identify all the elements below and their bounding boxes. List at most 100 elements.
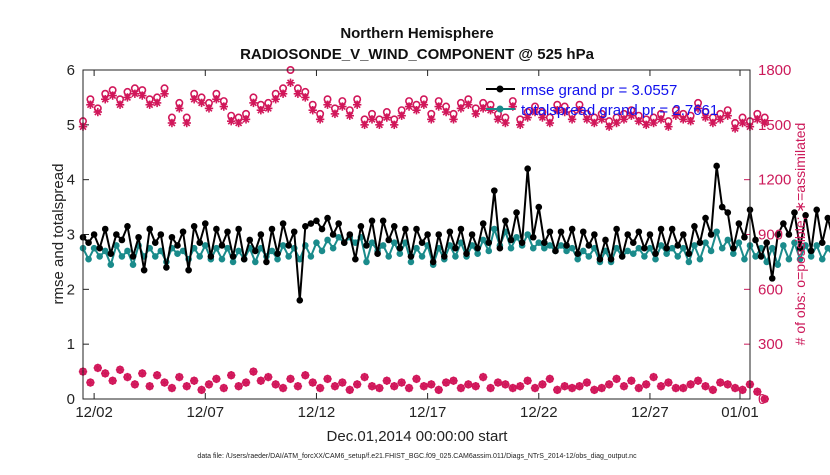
assimilated-obs-marker-stroke xyxy=(146,101,154,109)
spread-point xyxy=(663,250,670,257)
assimilated-obs-marker-stroke xyxy=(642,121,650,129)
spread-point xyxy=(813,242,820,249)
assimilated-obs-marker-stroke xyxy=(346,112,354,120)
rmse-point xyxy=(479,220,487,227)
assimilated-obs-low-marker xyxy=(604,380,614,389)
assimilated-obs-marker-stroke xyxy=(101,95,109,103)
spread-point xyxy=(735,239,743,247)
legend-rmse-label: rmse grand pr = 3.0557 xyxy=(521,82,677,99)
assimilated-obs-low-marker xyxy=(256,376,266,385)
assimilated-obs-marker-stroke xyxy=(590,119,598,127)
assimilated-obs-marker xyxy=(130,89,140,98)
spread-point xyxy=(579,247,587,255)
rmse-point xyxy=(96,244,103,252)
spread-point xyxy=(602,247,609,255)
rmse-point xyxy=(579,228,587,236)
rmse-point xyxy=(468,231,476,238)
rmse-point xyxy=(457,225,465,233)
assimilated-obs-marker-stroke xyxy=(598,115,606,123)
assimilated-obs-marker-stroke xyxy=(420,101,428,109)
assimilated-obs-marker xyxy=(486,106,495,115)
spread-point xyxy=(535,239,543,247)
rmse-point xyxy=(463,250,470,257)
assimilated-obs-low-marker-stroke xyxy=(398,379,406,387)
assimilated-obs-low-marker xyxy=(427,380,436,389)
assimilated-obs-low-marker-stroke xyxy=(286,375,295,383)
rmse-point xyxy=(535,203,543,211)
assimilated-obs-low-marker-stroke xyxy=(435,386,443,394)
rmse-point xyxy=(418,239,426,247)
spread-point xyxy=(657,242,665,249)
spread-point xyxy=(101,247,109,255)
assimilated-obs-low-marker xyxy=(189,376,199,385)
rmse-point xyxy=(474,244,481,252)
spread-point xyxy=(513,233,520,241)
y-right-tick-labels: 0 300 600 900 1200 1500 1800 xyxy=(758,62,791,408)
assimilated-obs-low-marker xyxy=(212,374,221,384)
spread-point xyxy=(724,236,732,244)
y-left-tick-label: 2 xyxy=(67,281,75,298)
assimilated-obs-marker xyxy=(582,115,592,124)
spread-point xyxy=(313,239,320,247)
assimilated-obs-low-marker-stroke xyxy=(412,375,421,383)
assimilated-obs-marker-stroke xyxy=(153,99,161,107)
assimilated-obs-marker xyxy=(390,120,399,130)
assimilated-obs-marker xyxy=(234,118,243,128)
assimilated-obs-low-marker xyxy=(234,382,243,391)
assimilated-obs-marker xyxy=(604,122,614,131)
assimilated-obs-marker-stroke xyxy=(405,103,413,111)
assimilated-obs-marker xyxy=(545,118,555,128)
assimilated-obs-low-marker xyxy=(397,378,406,387)
assimilated-obs-low-marker-stroke xyxy=(301,371,309,379)
assimilated-obs-low-marker-stroke xyxy=(738,386,747,394)
assimilated-obs-low-marker-stroke xyxy=(212,375,220,383)
spread-point xyxy=(90,244,98,252)
spread-point xyxy=(796,255,804,263)
assimilated-obs-marker-stroke xyxy=(160,90,169,98)
assimilated-obs-marker-stroke xyxy=(190,95,198,103)
rmse-point xyxy=(190,222,198,230)
assimilated-obs-low-marker xyxy=(545,374,555,384)
rmse-point xyxy=(374,250,381,257)
spread-point xyxy=(396,250,404,257)
assimilated-obs-marker-stroke xyxy=(531,108,539,116)
assimilated-obs-marker-stroke xyxy=(412,106,421,114)
rmse-point xyxy=(207,253,215,260)
x-tick-label: 12/17 xyxy=(409,404,447,421)
rmse-point xyxy=(151,239,159,247)
assimilated-obs-low-marker-stroke xyxy=(138,369,146,377)
assimilated-obs-low-marker-stroke xyxy=(516,382,524,390)
assimilated-obs-low-marker-stroke xyxy=(264,373,272,381)
rmse-line xyxy=(82,165,830,301)
rmse-point xyxy=(757,253,765,260)
spread-point xyxy=(224,244,231,252)
assimilated-obs-marker-stroke xyxy=(272,95,280,103)
assimilated-obs-low-marker-stroke xyxy=(457,384,465,392)
assimilated-obs-low-marker xyxy=(227,371,236,380)
rmse-point xyxy=(435,231,443,238)
rmse-point xyxy=(357,222,365,230)
assimilated-obs-marker-stroke xyxy=(383,113,391,122)
assimilated-obs-marker-stroke xyxy=(264,104,272,112)
assimilated-obs-marker-stroke xyxy=(286,79,295,87)
assimilated-obs-low-marker-stroke xyxy=(390,382,398,390)
y-left-tick-label: 1 xyxy=(67,336,75,353)
assimilated-obs-low-marker xyxy=(627,376,636,385)
rmse-point xyxy=(124,222,131,230)
assimilated-obs-low-marker xyxy=(286,374,295,384)
assimilated-obs-low-marker-stroke xyxy=(420,382,428,390)
assimilated-obs-low-marker xyxy=(138,369,147,378)
assimilated-obs-marker-stroke xyxy=(664,123,672,131)
assimilated-obs-marker xyxy=(553,106,562,115)
assimilated-obs-low-marker xyxy=(93,363,103,373)
spread-point xyxy=(285,253,292,260)
rmse-point xyxy=(724,209,732,216)
rmse-point xyxy=(185,266,192,274)
spread-point xyxy=(641,253,648,260)
assimilated-obs-low-marker xyxy=(264,372,273,382)
assimilated-obs-low-marker-stroke xyxy=(249,368,257,376)
rmse-point xyxy=(629,239,637,247)
assimilated-obs-marker-stroke xyxy=(761,119,769,127)
rmse-point xyxy=(691,222,698,230)
assimilated-obs-marker xyxy=(86,100,95,109)
